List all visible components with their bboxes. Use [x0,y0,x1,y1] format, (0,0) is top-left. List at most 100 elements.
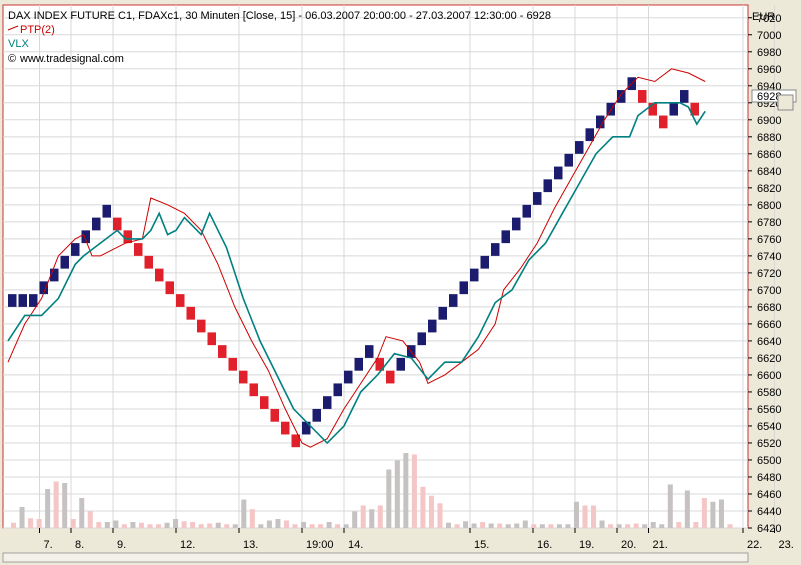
volume-bar [454,524,460,528]
renko-brick [438,306,447,320]
y-tick-label: 6600 [757,370,781,382]
x-tick-label: 7. [44,539,53,551]
renko-brick [92,217,101,231]
volume-bar [497,523,503,528]
renko-brick [596,115,605,129]
volume-bar [608,524,614,528]
volume-bar [130,522,136,528]
renko-brick [333,383,342,397]
volume-bar [710,501,716,528]
x-tick-label: 14. [348,539,363,551]
volume-bar [326,522,332,528]
volume-bar [616,524,622,528]
volume-bar [352,511,358,528]
volume-bar [198,524,204,528]
renko-bricks [8,77,699,448]
volume-bar [394,460,400,528]
y-tick-label: 6840 [757,166,781,178]
renko-brick [449,294,458,307]
x-axis: 7. 8. 9. 12. 13. 19:00 14. 15. 16. 19. 20. 21. 22. 23… [39,528,794,551]
y-tick-label: 7000 [757,30,781,42]
renko-brick [417,332,426,346]
volume-bar [11,522,17,528]
y-tick-label: 6960 [757,64,781,76]
chart-header: DAX INDEX FUTURE C1, FDAXc1, 30 Minuten … [7,10,551,65]
volume-bar [301,522,307,528]
renko-brick [270,408,279,422]
legend-ptp: PTP(2) [20,24,55,36]
volume-bar [275,519,281,528]
renko-brick [690,102,699,116]
copyright-icon: © [8,53,16,65]
volume-bar [53,481,59,528]
volume-bar [224,524,230,528]
horizontal-scrollbar[interactable] [2,552,749,563]
volume-bar [181,521,187,528]
volume-bar [386,469,392,528]
volume-bar [701,498,707,528]
volume-bars [11,453,733,528]
renko-brick [123,230,132,244]
renko-brick [375,357,384,371]
volume-bar [283,520,289,528]
x-tick-label: 21. [653,539,668,551]
renko-brick [606,102,615,116]
volume-bar [335,524,341,528]
scale-button[interactable] [777,94,794,111]
volume-bar [667,484,673,528]
volume-bar [36,519,42,528]
volume-bar [249,509,255,528]
volume-bar [480,522,486,528]
renko-brick [354,357,363,371]
renko-brick [134,243,143,256]
renko-brick [543,179,552,193]
legend-vlx: VLX [8,38,29,50]
volume-bar [428,495,434,528]
volume-bar [96,522,102,528]
x-tick-label: 22. [747,539,762,551]
y-tick-label: 6480 [757,472,781,484]
x-tick-label: 19:00 [306,539,334,551]
volume-bar [531,524,537,528]
volume-bar [633,523,639,528]
renko-brick [669,102,678,116]
y-tick-label: 6640 [757,336,781,348]
renko-brick [155,268,164,282]
volume-bar [173,519,179,528]
renko-brick [144,255,153,269]
renko-brick [8,294,17,307]
renko-brick [312,408,321,422]
scrollbar-track[interactable] [2,552,749,563]
plot-area [2,4,749,529]
renko-brick [522,204,531,218]
volume-bar [403,453,409,528]
volume-bar [190,522,196,528]
volume-bar [659,524,665,528]
volume-bar [147,524,153,528]
y-tick-label: 6460 [757,489,781,501]
volume-bar [309,524,315,528]
renko-brick [470,268,479,282]
renko-brick [239,370,248,384]
y-tick-label: 6760 [757,234,781,246]
volume-bar [70,519,76,528]
ptp-legend-swatch [7,25,19,31]
volume-bar [19,507,25,528]
volume-bar [505,524,511,528]
volume-bar [62,483,68,528]
corner-box[interactable] [777,94,794,111]
ptp-line [7,68,706,448]
volume-bar [565,524,571,528]
volume-bar [411,454,417,528]
y-tick-label: 6580 [757,387,781,399]
volume-bar [642,524,648,528]
x-tick-label: 13. [243,539,258,551]
renko-brick [260,396,269,409]
y-tick-label: 6880 [757,132,781,144]
renko-brick [71,243,80,256]
volume-bar [582,505,588,528]
y-tick-label: 6800 [757,200,781,212]
renko-brick [302,421,311,435]
volume-bar [79,498,85,528]
renko-brick [113,217,122,231]
